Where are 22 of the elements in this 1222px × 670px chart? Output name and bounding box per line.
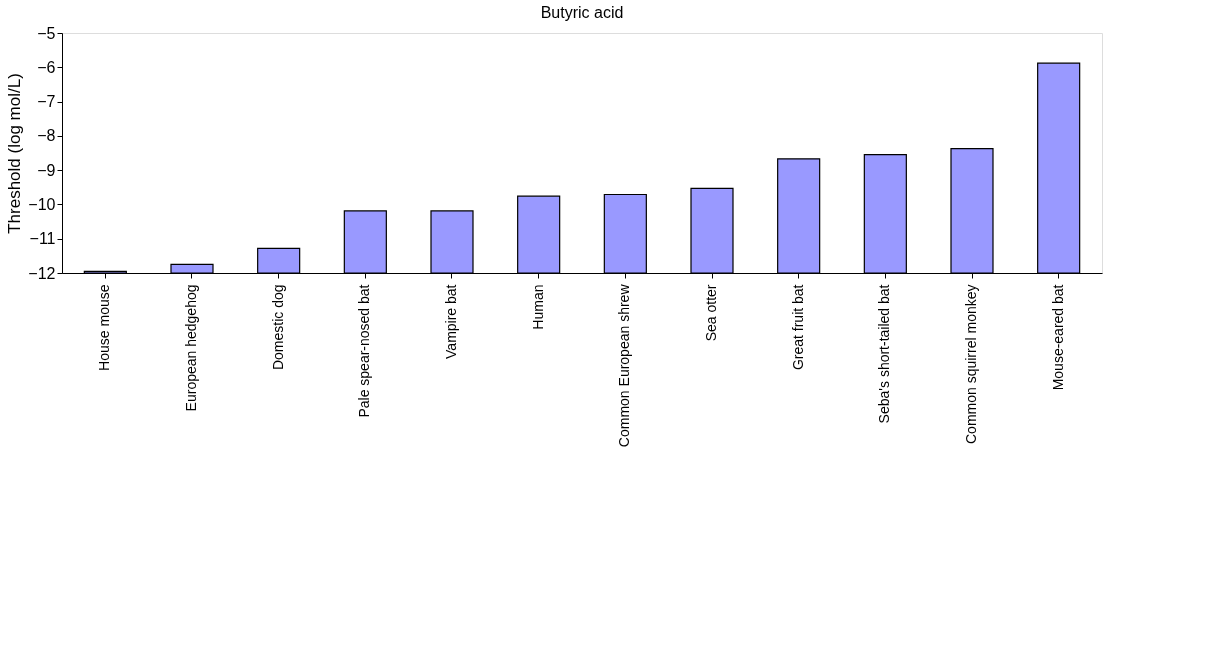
x-tick-label: Common squirrel monkey <box>963 284 979 444</box>
chart-title: Butyric acid <box>540 4 624 21</box>
y-tick-label: −7 <box>37 93 56 111</box>
y-tick-label: −6 <box>37 58 56 76</box>
x-tick-label: Common European shrew <box>616 283 633 448</box>
x-tick-label: Mouse-eared bat <box>1049 284 1066 391</box>
x-tick-label: Great fruit bat <box>789 284 806 371</box>
y-tick-label: −8 <box>37 127 56 145</box>
x-tick-label: European hedgehog <box>183 284 199 412</box>
y-axis-title: Threshold (log mol/L) <box>5 73 25 234</box>
y-tick-label: −12 <box>28 264 56 282</box>
y-tick-label: −5 <box>37 24 56 42</box>
x-tick-label: House mouse <box>96 284 113 371</box>
x-tick-label: Vampire bat <box>443 284 459 359</box>
x-tick-label: Pale spear-nosed bat <box>356 284 373 418</box>
y-tick-label: −11 <box>29 230 56 248</box>
x-tick-label: Human <box>529 284 546 330</box>
y-tick-label: −9 <box>37 161 56 179</box>
x-tick-label: Domestic dog <box>269 284 286 371</box>
y-tick-label: −10 <box>28 195 56 213</box>
x-tick-label: Seba's short-tailed bat <box>876 284 893 424</box>
x-tick-label: Sea otter <box>703 284 719 342</box>
